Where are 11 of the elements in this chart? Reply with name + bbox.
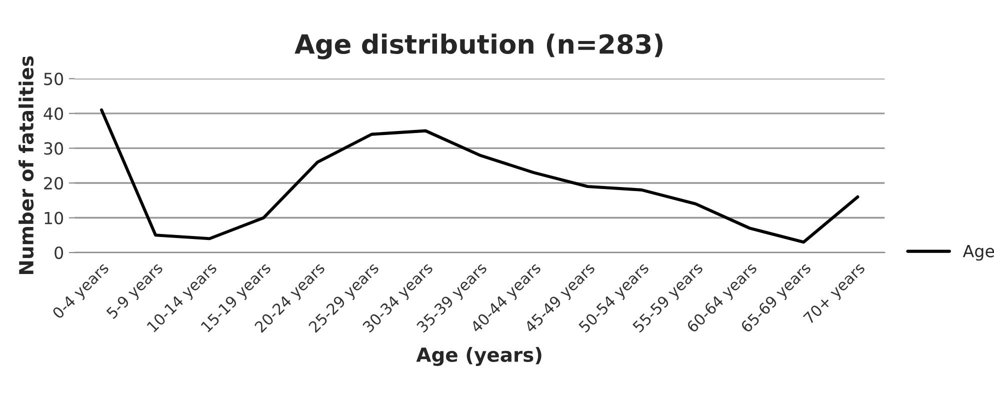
chart-title: Age distribution (n=283): [294, 34, 662, 60]
y-tick-label: 0: [54, 246, 64, 260]
y-tick-label: 10: [44, 212, 64, 224]
x-axis-title: Age (years): [416, 346, 542, 366]
line-series: [100, 108, 860, 244]
y-tick-label: 50: [44, 72, 64, 86]
y-axis-title: Number of fatalities: [18, 56, 34, 274]
y-tick-label: 30: [44, 142, 64, 155]
y-tick-label: 40: [44, 107, 64, 120]
y-tick-label: 20: [44, 176, 64, 190]
legend-label: Age: [962, 244, 994, 261]
